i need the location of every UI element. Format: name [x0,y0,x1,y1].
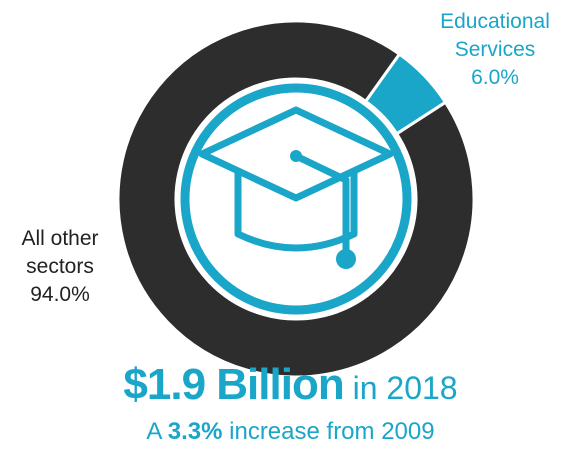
tassel-end [336,249,356,269]
headline-year: in 2018 [344,370,458,406]
subline-suffix: increase from 2009 [222,418,434,445]
tassel-button [290,150,302,162]
slice-label-educational-services: Educational Services 6.0% [420,8,570,92]
slice-label-line: sectors [0,253,120,281]
slice-label-all-other-sectors: All other sectors 94.0% [0,225,120,309]
headline: $1.9 Billion in 2018 [0,360,581,410]
slice-value: 6.0% [420,64,570,92]
headline-amount: $1.9 Billion [123,360,343,409]
slice-label-line: All other [0,225,120,253]
subline-prefix: A [146,418,167,445]
subline-percent: 3.3% [168,418,223,445]
subline: A 3.3% increase from 2009 [0,418,581,446]
slice-label-line: Services [420,36,570,64]
slice-value: 94.0% [0,281,120,309]
slice-label-line: Educational [420,8,570,36]
